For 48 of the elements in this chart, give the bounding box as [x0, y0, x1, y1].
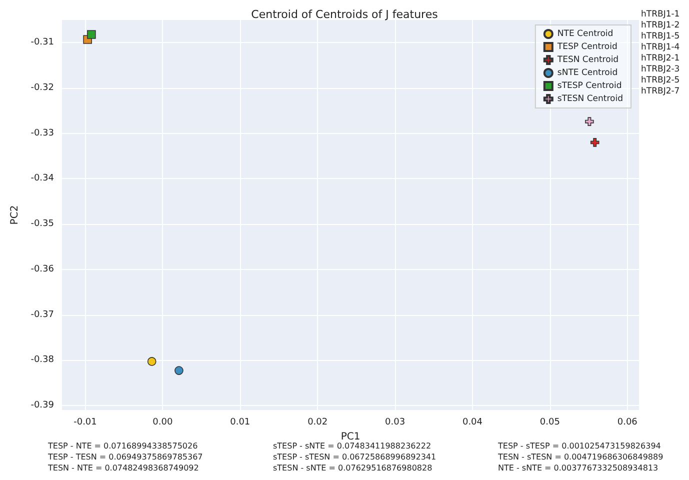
text: hTRBJ1-2	[641, 20, 680, 30]
text: sTESP - sNTE = 0.07483411988236222	[273, 442, 432, 450]
y-tick-label: -0.33	[30, 128, 54, 138]
text: TESP - sTESP = 0.001025473159826394	[497, 442, 661, 450]
x-tick-label: -0.01	[74, 418, 97, 428]
y-tick-label: -0.36	[30, 264, 54, 274]
y-axis-title: PC2	[9, 205, 20, 225]
text: hTRBJ2-5	[641, 76, 680, 86]
y-tick-label: -0.34	[30, 174, 54, 184]
text: sTESP - sTESN = 0.06725868996892341	[273, 452, 436, 462]
legend-label: sTESN Centroid	[557, 94, 624, 104]
y-tick-label: -0.37	[30, 310, 54, 320]
legend-label: TESN Centroid	[556, 55, 619, 65]
point	[87, 30, 96, 39]
text: NTE - sNTE = 0.0037767332508934813	[498, 464, 658, 472]
text: hTRBJ2-7	[641, 86, 680, 96]
point	[585, 117, 594, 126]
y-tick-label: -0.38	[30, 355, 54, 366]
x-tick-label: 0.00	[152, 418, 173, 428]
text: hTRBJ2-3	[641, 64, 680, 74]
chart-title: Centroid of Centroids of J features	[251, 8, 438, 21]
point	[590, 138, 600, 147]
text: sTESN - sNTE = 0.07629516876980828	[273, 464, 432, 472]
text: TESP - TESN = 0.06949375869785367	[47, 452, 203, 462]
text: hTRBJ1-5	[641, 32, 680, 42]
text: hTRBJ1-1	[641, 10, 680, 20]
text: hTRBJ1-4	[641, 42, 680, 52]
legend-label: NTE Centroid	[557, 29, 614, 39]
x-tick-label: 0.06	[617, 418, 638, 428]
text: TESP - NTE = 0.07168994338575026	[47, 442, 198, 450]
x-tick-label: 0.02	[308, 418, 328, 428]
point	[147, 357, 156, 366]
text: TESN - sTESN = 0.004719686306849889	[497, 452, 664, 462]
x-tick-label: 0.03	[385, 418, 406, 428]
y-tick-label: -0.32	[30, 83, 54, 94]
x-tick-label: 0.04	[462, 418, 483, 428]
legend-label: sTESP Centroid	[557, 81, 622, 91]
y-tick-label: -0.31	[30, 38, 54, 48]
text: hTRBJ2-1	[641, 54, 680, 64]
point	[174, 366, 184, 375]
x-tick-label: 0.05	[540, 418, 560, 428]
x-tick-label: 0.01	[230, 418, 250, 428]
legend-label: sNTE Centroid	[557, 68, 618, 78]
text: TESN - NTE = 0.07482498368749092	[47, 464, 199, 472]
x-axis-title: PC1	[340, 431, 360, 442]
y-tick-label: -0.35	[30, 219, 54, 230]
y-tick-label: -0.39	[30, 400, 54, 410]
legend-label: TESP Centroid	[556, 42, 618, 52]
